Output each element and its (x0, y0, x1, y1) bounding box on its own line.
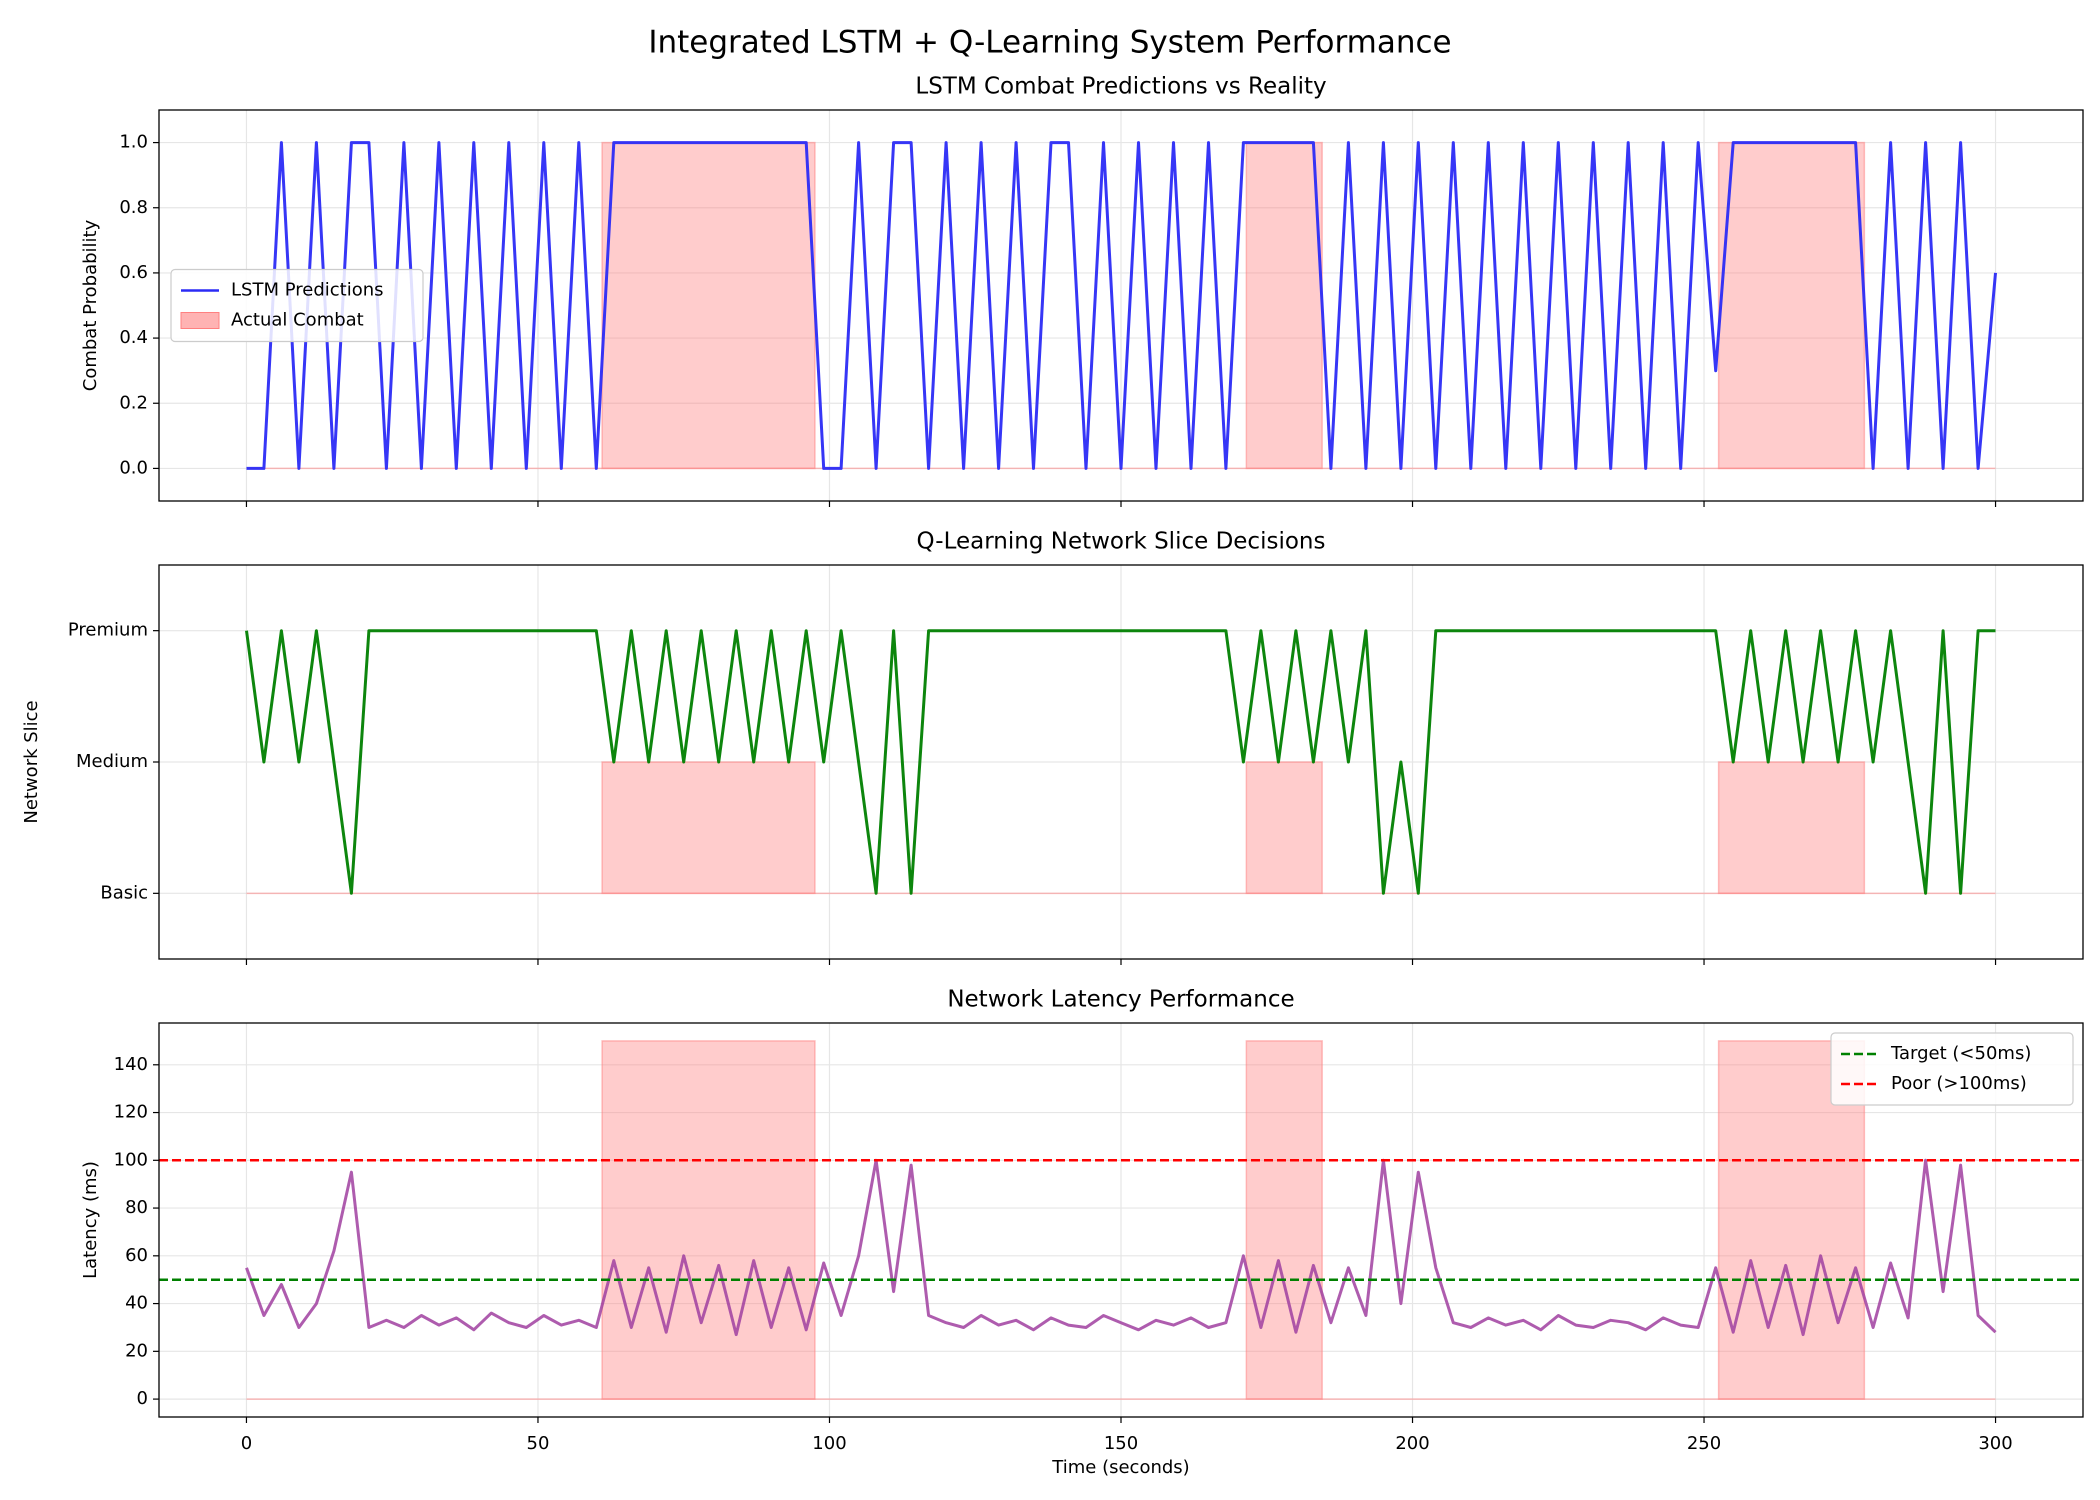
y-tick-label: 120 (114, 1102, 148, 1123)
y-tick-label: 100 (114, 1149, 148, 1170)
combat-span (601, 761, 816, 895)
y-axis-label: Network Slice (21, 700, 42, 823)
legend-label: Poor (>100ms) (1891, 1073, 2027, 1094)
y-tick-label: 0.8 (119, 197, 148, 218)
axes-frame (158, 564, 2084, 960)
y-tick-label: 20 (125, 1340, 148, 1361)
axes-frame (158, 1022, 2084, 1418)
combat-span (601, 1040, 816, 1400)
y-tick-label: Medium (76, 751, 148, 772)
y-tick-label: 0.6 (119, 262, 148, 283)
x-tick-label: 200 (1395, 1433, 1429, 1454)
legend: Target (<50ms) Poor (>100ms) (1830, 1032, 2074, 1106)
series-line (245, 1158, 1997, 1337)
series-line (246, 141, 1997, 470)
legend-box (1830, 1032, 2074, 1106)
x-tick-label: 50 (527, 1433, 550, 1454)
combat-span (1245, 761, 1323, 895)
legend-label: Target (<50ms) (1890, 1043, 2031, 1064)
legend-label: LSTM Predictions (231, 280, 384, 301)
y-tick-label: 0.2 (119, 392, 148, 413)
combat-span (1717, 761, 1866, 895)
x-tick-label: 100 (812, 1433, 846, 1454)
combat-span (1245, 141, 1323, 470)
y-tick-label: 60 (125, 1245, 148, 1266)
legend-swatch (180, 312, 220, 329)
axes-title: LSTM Combat Predictions vs Reality (915, 74, 1326, 100)
combat-span (1245, 1040, 1323, 1400)
x-tick-label: 0 (241, 1433, 252, 1454)
legend: LSTM Predictions Actual Combat (170, 268, 424, 343)
y-tick-label: Premium (68, 620, 148, 641)
legend-box (170, 268, 424, 343)
axes-title: Network Latency Performance (947, 987, 1294, 1013)
figure-title: Integrated LSTM + Q-Learning System Perf… (648, 25, 1451, 61)
x-tick-label: 250 (1687, 1433, 1721, 1454)
y-tick-label: 140 (114, 1054, 148, 1075)
y-tick-label: 80 (125, 1197, 148, 1218)
x-tick-label: 300 (1978, 1433, 2012, 1454)
x-axis-label: Time (seconds) (1051, 1457, 1189, 1478)
y-axis-label: Latency (ms) (80, 1161, 101, 1279)
x-tick-label: 150 (1104, 1433, 1138, 1454)
y-axis-label: Combat Probability (80, 219, 101, 391)
series-line (245, 629, 1996, 895)
axes-frame (158, 109, 2084, 502)
y-tick-label: 40 (125, 1293, 148, 1314)
axes-title: Q-Learning Network Slice Decisions (917, 529, 1326, 555)
combat-span (1717, 141, 1866, 470)
y-tick-label: 0.4 (119, 327, 148, 348)
combat-span (601, 141, 816, 470)
legend-label: Actual Combat (231, 310, 364, 331)
y-tick-label: 0.0 (119, 457, 148, 478)
y-tick-label: 0 (137, 1388, 148, 1409)
y-tick-label: 1.0 (119, 132, 148, 153)
y-tick-label: Basic (100, 882, 148, 903)
